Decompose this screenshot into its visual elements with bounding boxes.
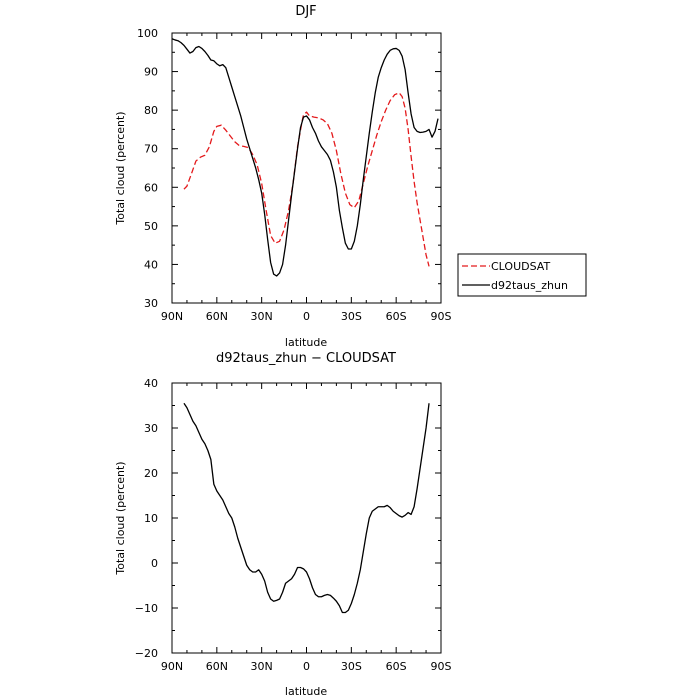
- top-ytick-label: 90: [144, 66, 158, 79]
- top-xtick-label: 60S: [386, 310, 407, 323]
- top-xtick-label: 60N: [206, 310, 228, 323]
- legend: CLOUDSAT d92taus_zhun: [457, 253, 587, 297]
- top-xtick-label: 90S: [431, 310, 452, 323]
- top-chart-yaxis-label: Total cloud (percent): [114, 111, 127, 225]
- top-ytick-label: 60: [144, 181, 158, 194]
- top-ytick-label: 70: [144, 143, 158, 156]
- legend-box: [457, 253, 587, 297]
- top-ytick-label: 80: [144, 104, 158, 117]
- bottom-xtick-label: 60N: [206, 660, 228, 673]
- top-series-line-cloudsat: [183, 92, 430, 267]
- bottom-chart-yaxis-label: Total cloud (percent): [114, 461, 127, 575]
- bottom-ytick-label: 30: [144, 422, 158, 435]
- bottom-ytick-label: −20: [135, 647, 158, 660]
- bottom-xtick-label: 60S: [386, 660, 407, 673]
- bottom-ytick-label: 0: [151, 557, 158, 570]
- bottom-xtick-label: 90N: [161, 660, 183, 673]
- bottom-chart-frame: [171, 382, 442, 654]
- bottom-xtick-label: 30S: [341, 660, 362, 673]
- bottom-chart-xlabel: latitude: [285, 685, 327, 698]
- top-chart-frame: [171, 32, 442, 304]
- bottom-xtick-label: 30N: [251, 660, 273, 673]
- bottom-xtick-label: 0: [303, 660, 310, 673]
- top-ytick-label: 100: [137, 27, 158, 40]
- top-xtick-label: 90N: [161, 310, 183, 323]
- bottom-ytick-label: 10: [144, 512, 158, 525]
- top-xtick-label: 30N: [251, 310, 273, 323]
- top-chart-xlabel: latitude: [285, 336, 327, 349]
- top-ytick-label: 40: [144, 258, 158, 271]
- legend-label-model: d92taus_zhun: [491, 279, 568, 292]
- bottom-chart-panel: d92taus_zhun − CLOUDSAT Total cloud (per…: [114, 351, 452, 698]
- top-chart-ylabel-text: Total cloud (percent): [114, 111, 127, 225]
- bottom-ytick-label: 40: [144, 377, 158, 390]
- bottom-series-line-difference: [183, 402, 430, 614]
- top-chart-ticks: 30 40 50 60 70 80 90 100 90N 60N 30N 0 30S 60S 90S: [137, 27, 452, 323]
- top-xtick-label: 30S: [341, 310, 362, 323]
- bottom-chart-lines: [183, 402, 430, 614]
- top-chart-title: DJF: [295, 4, 316, 19]
- bottom-chart-title: d92taus_zhun − CLOUDSAT: [216, 351, 396, 366]
- top-chart-panel: DJF Total cloud (percent) latitude 30 40 5…: [114, 4, 452, 349]
- top-ytick-label: 30: [144, 297, 158, 310]
- bottom-chart-ylabel-text: Total cloud (percent): [114, 461, 127, 575]
- bottom-xtick-label: 90S: [431, 660, 452, 673]
- top-series-line-d92taus-zhun: [171, 38, 439, 277]
- top-chart-lines: [171, 38, 439, 277]
- bottom-ytick-label: 20: [144, 467, 158, 480]
- legend-label-cloudsat: CLOUDSAT: [491, 260, 550, 273]
- bottom-chart-ticks: −20 −10 0 10 20 30 40 90N 60N 30N 0 30S 60S 90S: [135, 377, 452, 673]
- bottom-ytick-label: −10: [135, 602, 158, 615]
- top-xtick-label: 0: [303, 310, 310, 323]
- top-ytick-label: 50: [144, 220, 158, 233]
